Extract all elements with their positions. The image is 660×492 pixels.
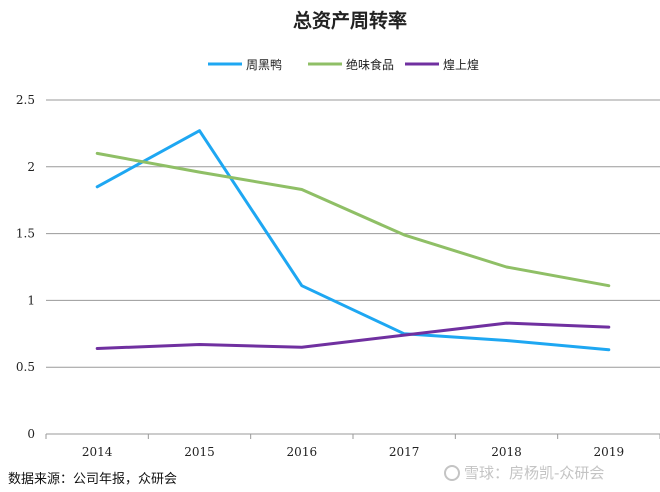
series-lines — [95, 129, 611, 352]
series-line-绝味食品 — [95, 151, 611, 288]
legend-label: 绝味食品 — [346, 57, 394, 72]
legend-item: 煌上煌 — [405, 58, 479, 72]
y-tick-label: 1.5 — [16, 227, 35, 241]
legend: 周黑鸭 绝味食品 煌上煌 — [208, 57, 479, 72]
legend-item: 绝味食品 — [308, 57, 394, 72]
chart-title: 总资产周转率 — [293, 9, 407, 32]
series-line-周黑鸭 — [95, 129, 611, 352]
x-tick-label: 2018 — [491, 445, 522, 459]
watermark-text: 雪球：房杨凯-众研会 — [464, 464, 605, 482]
grid — [46, 99, 660, 435]
legend-item: 周黑鸭 — [208, 58, 282, 72]
x-tick-label: 2015 — [184, 445, 215, 459]
y-tick-label: 2 — [27, 160, 35, 174]
x-tick-label: 2017 — [389, 445, 420, 459]
x-tick-label: 2014 — [82, 445, 113, 459]
legend-label: 煌上煌 — [443, 58, 479, 72]
legend-label: 周黑鸭 — [246, 58, 282, 72]
y-tick-label: 0.5 — [16, 360, 35, 374]
x-tick-label: 2016 — [287, 445, 318, 459]
x-tick-label: 2019 — [594, 445, 625, 459]
y-tick-label: 2.5 — [16, 93, 35, 107]
snowball-logo-icon — [444, 465, 460, 481]
data-source: 数据来源：公司年报，众研会 — [8, 472, 178, 487]
y-tick-label: 0 — [27, 427, 35, 441]
watermark: 雪球：房杨凯-众研会 — [444, 462, 604, 483]
series-line-煌上煌 — [95, 321, 611, 350]
y-tick-label: 1 — [27, 293, 35, 307]
x-axis: 2014 2015 2016 2017 2018 2019 — [45, 434, 660, 459]
y-axis: 0 0.5 1 1.5 2 2.5 — [16, 93, 35, 441]
